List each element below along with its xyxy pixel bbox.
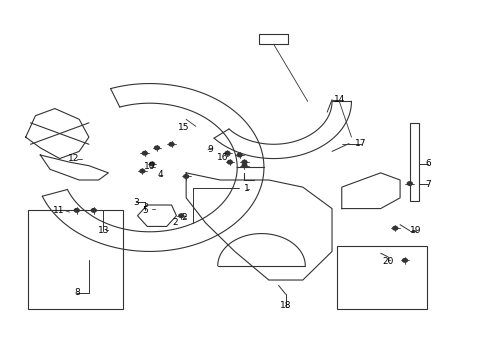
Circle shape xyxy=(242,164,246,167)
Circle shape xyxy=(224,152,229,155)
Text: 14: 14 xyxy=(333,95,345,104)
Circle shape xyxy=(149,162,154,166)
Circle shape xyxy=(402,258,407,262)
Text: 16: 16 xyxy=(216,153,228,162)
Circle shape xyxy=(91,208,96,212)
Circle shape xyxy=(142,152,147,155)
Bar xyxy=(409,123,418,202)
Circle shape xyxy=(140,169,144,173)
Text: 2: 2 xyxy=(181,213,186,222)
Text: 12: 12 xyxy=(67,154,79,163)
Circle shape xyxy=(154,146,159,150)
Circle shape xyxy=(169,143,174,146)
Text: 3: 3 xyxy=(133,198,139,207)
Text: 6: 6 xyxy=(425,159,430,168)
Circle shape xyxy=(74,208,79,212)
Bar xyxy=(336,246,426,309)
Text: 13: 13 xyxy=(98,226,109,235)
Circle shape xyxy=(242,160,246,164)
Circle shape xyxy=(237,153,242,157)
Text: 2: 2 xyxy=(172,219,178,228)
Text: 7: 7 xyxy=(425,180,430,189)
Text: 20: 20 xyxy=(382,257,393,266)
Text: 4: 4 xyxy=(158,171,163,180)
Text: 8: 8 xyxy=(74,288,80,297)
Text: 11: 11 xyxy=(53,206,64,215)
Circle shape xyxy=(392,226,397,230)
Circle shape xyxy=(183,175,188,178)
Circle shape xyxy=(227,160,232,164)
Text: 17: 17 xyxy=(355,139,366,148)
Text: 18: 18 xyxy=(280,301,291,310)
Circle shape xyxy=(407,182,411,185)
Text: 1: 1 xyxy=(244,184,249,193)
Bar xyxy=(28,210,122,309)
Text: 9: 9 xyxy=(207,145,213,154)
Circle shape xyxy=(179,214,183,217)
Text: 5: 5 xyxy=(142,206,147,215)
Text: 19: 19 xyxy=(409,226,421,235)
Text: 15: 15 xyxy=(178,123,189,132)
Text: 10: 10 xyxy=(143,162,155,171)
